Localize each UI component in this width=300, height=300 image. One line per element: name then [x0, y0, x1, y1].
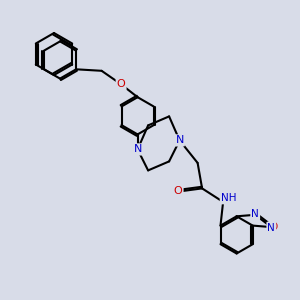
Text: O: O: [174, 186, 182, 197]
Text: O: O: [269, 222, 277, 233]
Text: N: N: [176, 135, 184, 146]
Text: N: N: [267, 223, 275, 233]
Text: N: N: [134, 144, 142, 154]
Text: N: N: [251, 209, 259, 219]
Text: O: O: [117, 79, 125, 89]
Text: NH: NH: [221, 193, 236, 203]
